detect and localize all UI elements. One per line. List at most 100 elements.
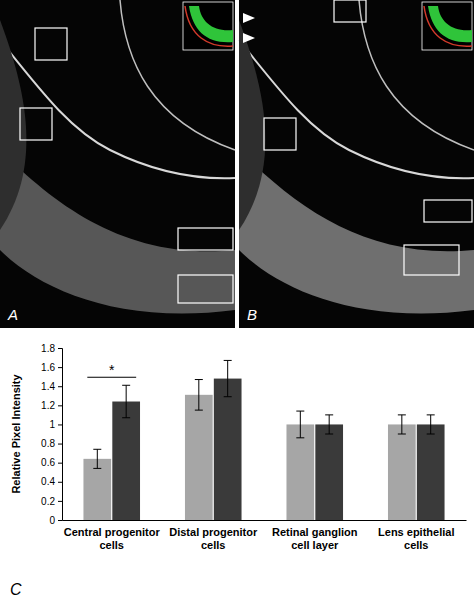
y-tick-mark: [58, 463, 62, 464]
error-bar-cap: [122, 417, 130, 418]
y-tick-label: 0.4: [41, 476, 55, 487]
bar: [388, 424, 416, 520]
bar: [286, 424, 314, 520]
error-bar: [224, 360, 232, 396]
inset: [183, 2, 233, 50]
error-bar-stem: [97, 449, 98, 468]
y-tick: 0.4: [41, 476, 62, 487]
micrograph-panel: A: [0, 0, 235, 328]
tissue-edge: [0, 40, 235, 178]
bar: [185, 395, 213, 520]
y-tick-label: 0.6: [41, 457, 55, 468]
roi-box: [20, 108, 52, 140]
significance-label: *: [109, 362, 115, 378]
lens-edge: [120, 0, 235, 150]
error-bar-cap: [93, 468, 101, 469]
error-bar-stem: [430, 415, 431, 434]
y-axis-title: Relative Pixel Intensity: [10, 374, 22, 494]
y-tick: 1.2: [41, 400, 62, 411]
micrograph-background: [0, 0, 235, 328]
error-bar: [122, 385, 130, 417]
y-tick-mark: [58, 405, 62, 406]
error-bar-stem: [198, 380, 199, 411]
micrograph-background: [239, 0, 474, 328]
y-tick: 1.8: [41, 343, 62, 354]
micrograph-panel: B: [239, 0, 474, 328]
bar: [315, 424, 343, 520]
error-bar-cap: [427, 414, 435, 415]
error-bar-cap: [224, 396, 232, 397]
x-tick-label: Retinal ganglioncell layer: [272, 526, 358, 551]
roi-box: [178, 275, 233, 303]
roi-box: [424, 200, 472, 222]
error-bar-cap: [93, 449, 101, 450]
y-tick: 0.2: [41, 496, 62, 507]
y-tick-mark: [58, 348, 62, 349]
error-bar-stem: [329, 415, 330, 434]
roi-box: [404, 245, 459, 275]
error-bar-cap: [122, 385, 130, 386]
arrowhead: [243, 33, 255, 43]
error-bar-stem: [300, 411, 301, 438]
plot-area: [83, 360, 444, 520]
y-tick-mark: [58, 367, 62, 368]
error-bar-cap: [296, 411, 304, 412]
y-tick-label: 1.4: [41, 381, 55, 392]
y-tick: 0.8: [41, 438, 62, 449]
roi-box: [35, 28, 67, 60]
y-tick-label: 1.6: [41, 362, 55, 373]
error-bar: [195, 380, 203, 411]
figure: A B 0 0.2 0.4 0.6 0.8 1 1.2 1.4 1.6 1.8 Relative Pix…: [0, 0, 474, 603]
y-tick-mark: [58, 501, 62, 502]
tissue-region: [0, 20, 26, 230]
inset-stain-red: [185, 6, 233, 46]
retina-tissue: [0, 150, 235, 314]
x-tick-label: Distal progenitorcells: [169, 526, 258, 551]
panel-label: A: [7, 306, 18, 323]
bar: [83, 459, 111, 520]
error-bar: [325, 415, 333, 434]
retina-tissue: [239, 150, 474, 314]
lens-edge: [359, 0, 474, 150]
y-tick: 1.4: [41, 381, 62, 392]
bar-series: [83, 380, 415, 520]
y-tick: 0: [49, 515, 62, 526]
x-axis-line: [63, 520, 467, 521]
tissue-edge: [239, 40, 474, 178]
inset-frame: [183, 2, 233, 50]
roi-box: [334, 0, 366, 22]
y-tick-label: 0.8: [41, 438, 55, 449]
error-bar: [296, 411, 304, 438]
inset: [422, 2, 472, 50]
y-tick: 1: [49, 419, 62, 430]
y-tick-mark: [58, 386, 62, 387]
roi-box: [264, 118, 296, 150]
error-bar-cap: [398, 434, 406, 435]
error-bar-cap: [296, 437, 304, 438]
error-bar-cap: [224, 360, 232, 361]
arrowhead: [243, 13, 255, 23]
error-bar-cap: [195, 379, 203, 380]
y-tick-label: 1.8: [41, 343, 55, 354]
x-tick-label: Lens epithelialcells: [378, 526, 454, 551]
x-tick-label: Central progenitorcells: [64, 526, 161, 551]
error-bar: [427, 415, 435, 434]
y-tick: 0.6: [41, 457, 62, 468]
y-tick-mark: [58, 424, 62, 425]
inset-stain-green: [189, 6, 233, 42]
x-axis: [63, 520, 467, 521]
error-bar: [398, 415, 406, 434]
error-bar-stem: [126, 385, 127, 417]
error-bar-cap: [427, 434, 435, 435]
error-bar-stem: [401, 415, 402, 434]
y-tick-mark: [58, 482, 62, 483]
y-tick-mark: [58, 444, 62, 445]
error-bar-stem: [227, 360, 228, 396]
y-tick-label: 1.2: [41, 400, 55, 411]
y-tick-label: 0: [49, 515, 55, 526]
inset-frame: [422, 2, 472, 50]
error-bar-cap: [325, 434, 333, 435]
roi-box: [178, 228, 233, 250]
bar: [214, 379, 242, 520]
error-bar-cap: [398, 414, 406, 415]
